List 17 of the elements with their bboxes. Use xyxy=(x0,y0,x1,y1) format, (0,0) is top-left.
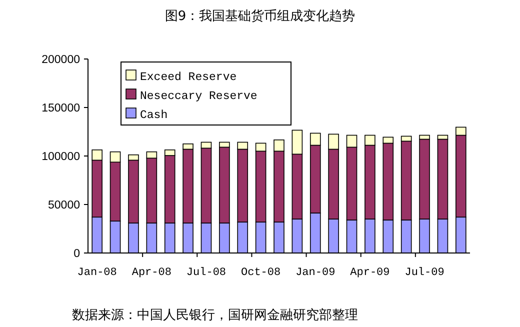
x-tick-label: Jul-09 xyxy=(404,267,444,279)
legend-label: Neseccary Reserve xyxy=(140,90,258,103)
y-tick-label: 50000 xyxy=(48,200,80,212)
x-tick-label: Oct-08 xyxy=(241,267,281,279)
y-tick-label: 0 xyxy=(74,248,80,260)
x-tick-label: Jan-08 xyxy=(77,267,117,279)
x-tick-label: Jul-08 xyxy=(186,267,226,279)
legend-label: Exceed Reserve xyxy=(140,71,237,84)
x-tick-label: Apr-09 xyxy=(350,267,390,279)
y-tick-label: 100000 xyxy=(42,151,80,163)
y-tick-label: 150000 xyxy=(42,102,80,114)
y-tick-label: 200000 xyxy=(42,54,80,66)
legend-label: Cash xyxy=(140,109,168,122)
x-tick-label: Jan-09 xyxy=(296,267,336,279)
x-tick-label: Apr-08 xyxy=(132,267,172,279)
chart-title: 图9：我国基础货币组成变化趋势 xyxy=(164,9,356,24)
source-note: 数据来源：中国人民银行，国研网金融研究部整理 xyxy=(72,308,358,323)
